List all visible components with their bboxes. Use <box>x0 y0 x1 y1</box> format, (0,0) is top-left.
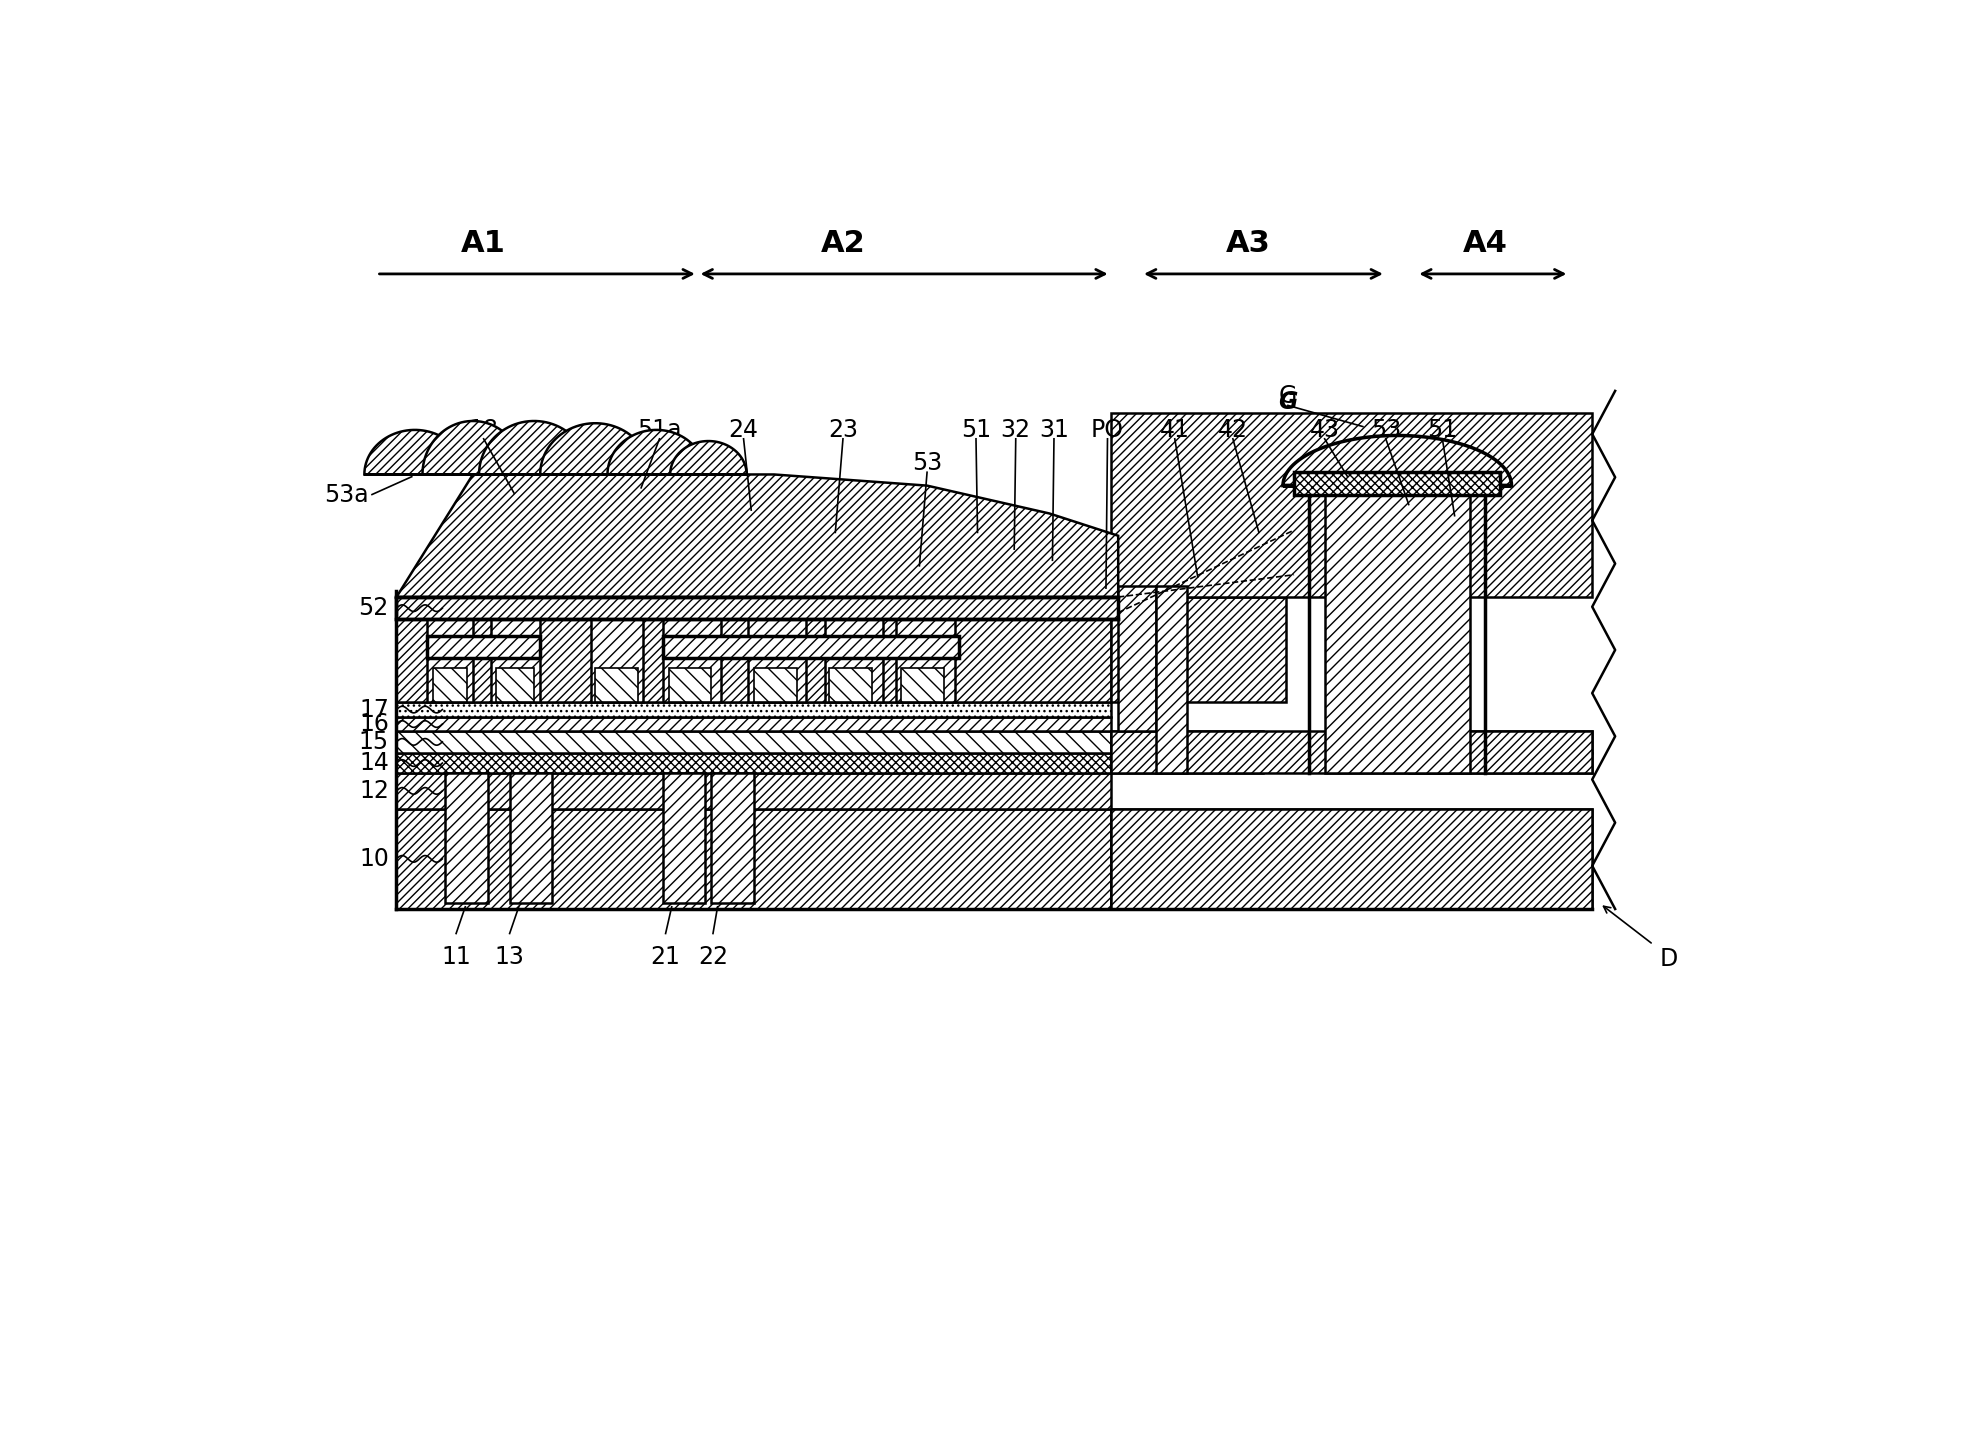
Polygon shape <box>365 430 466 475</box>
Bar <box>663 637 959 658</box>
Text: 12: 12 <box>359 778 389 803</box>
Bar <box>1324 486 1470 773</box>
Bar <box>495 669 535 702</box>
Text: A3: A3 <box>1225 229 1271 259</box>
Text: 13: 13 <box>495 945 525 968</box>
Text: G: G <box>1279 385 1296 408</box>
Bar <box>663 773 706 903</box>
Bar <box>748 619 807 702</box>
Bar <box>669 669 712 702</box>
Text: 51: 51 <box>1426 418 1458 441</box>
Bar <box>397 752 1111 773</box>
Text: 42: 42 <box>1217 418 1247 441</box>
Bar <box>663 619 720 702</box>
Polygon shape <box>671 441 746 475</box>
Text: 53: 53 <box>1371 418 1401 441</box>
Bar <box>1156 586 1188 773</box>
Polygon shape <box>1111 414 1592 598</box>
Text: 51a: 51a <box>637 418 683 441</box>
Text: 11: 11 <box>442 945 472 968</box>
Bar <box>829 669 872 702</box>
Bar <box>1111 731 1592 773</box>
Text: D: D <box>1659 948 1677 971</box>
Text: 17: 17 <box>359 697 389 722</box>
Text: 10: 10 <box>359 846 389 871</box>
Text: 32: 32 <box>1000 418 1030 441</box>
Bar <box>426 619 474 702</box>
Text: A1: A1 <box>462 229 505 259</box>
Bar <box>1294 472 1501 495</box>
Text: PO: PO <box>1091 418 1125 441</box>
Polygon shape <box>397 475 1119 598</box>
Bar <box>712 773 754 903</box>
Text: 52: 52 <box>359 596 389 621</box>
Bar <box>509 773 552 903</box>
Text: A2: A2 <box>821 229 866 259</box>
Text: 31: 31 <box>1040 418 1069 441</box>
Bar <box>596 669 637 702</box>
Bar <box>397 702 1111 718</box>
Text: G: G <box>1279 391 1298 414</box>
Text: 41: 41 <box>1160 418 1190 441</box>
Bar <box>397 809 1111 909</box>
Bar <box>1409 752 1592 773</box>
Text: 43: 43 <box>1310 418 1340 441</box>
Bar <box>1111 731 1263 752</box>
Bar <box>896 619 955 702</box>
Text: 22: 22 <box>698 945 728 968</box>
Text: 18: 18 <box>470 418 499 441</box>
Bar <box>491 619 541 702</box>
Bar <box>397 718 1111 731</box>
Bar <box>426 637 541 658</box>
Bar <box>446 773 487 903</box>
Bar <box>397 773 1111 809</box>
Text: 14: 14 <box>359 751 389 776</box>
Text: 24: 24 <box>728 418 758 441</box>
Text: 23: 23 <box>829 418 858 441</box>
Polygon shape <box>479 421 590 475</box>
Bar <box>397 619 1111 702</box>
Bar <box>1111 598 1286 702</box>
Bar <box>397 731 1111 752</box>
Bar <box>1111 809 1592 909</box>
Polygon shape <box>541 423 651 475</box>
Text: 15: 15 <box>359 729 389 754</box>
Bar <box>434 669 468 702</box>
Text: 51: 51 <box>961 418 990 441</box>
Bar <box>902 669 943 702</box>
Bar <box>397 598 1119 619</box>
Text: 21: 21 <box>651 945 681 968</box>
Polygon shape <box>1282 436 1511 486</box>
Text: A4: A4 <box>1462 229 1507 259</box>
Polygon shape <box>422 421 523 475</box>
Text: 53: 53 <box>912 451 943 475</box>
Bar <box>825 619 882 702</box>
Text: 53a: 53a <box>324 482 369 506</box>
Bar <box>754 669 797 702</box>
Bar <box>1111 752 1263 773</box>
Bar <box>1111 809 1592 909</box>
Bar <box>1119 586 1156 731</box>
Text: 16: 16 <box>359 712 389 737</box>
Bar <box>1409 731 1592 752</box>
Polygon shape <box>608 430 706 475</box>
Bar <box>590 619 643 702</box>
